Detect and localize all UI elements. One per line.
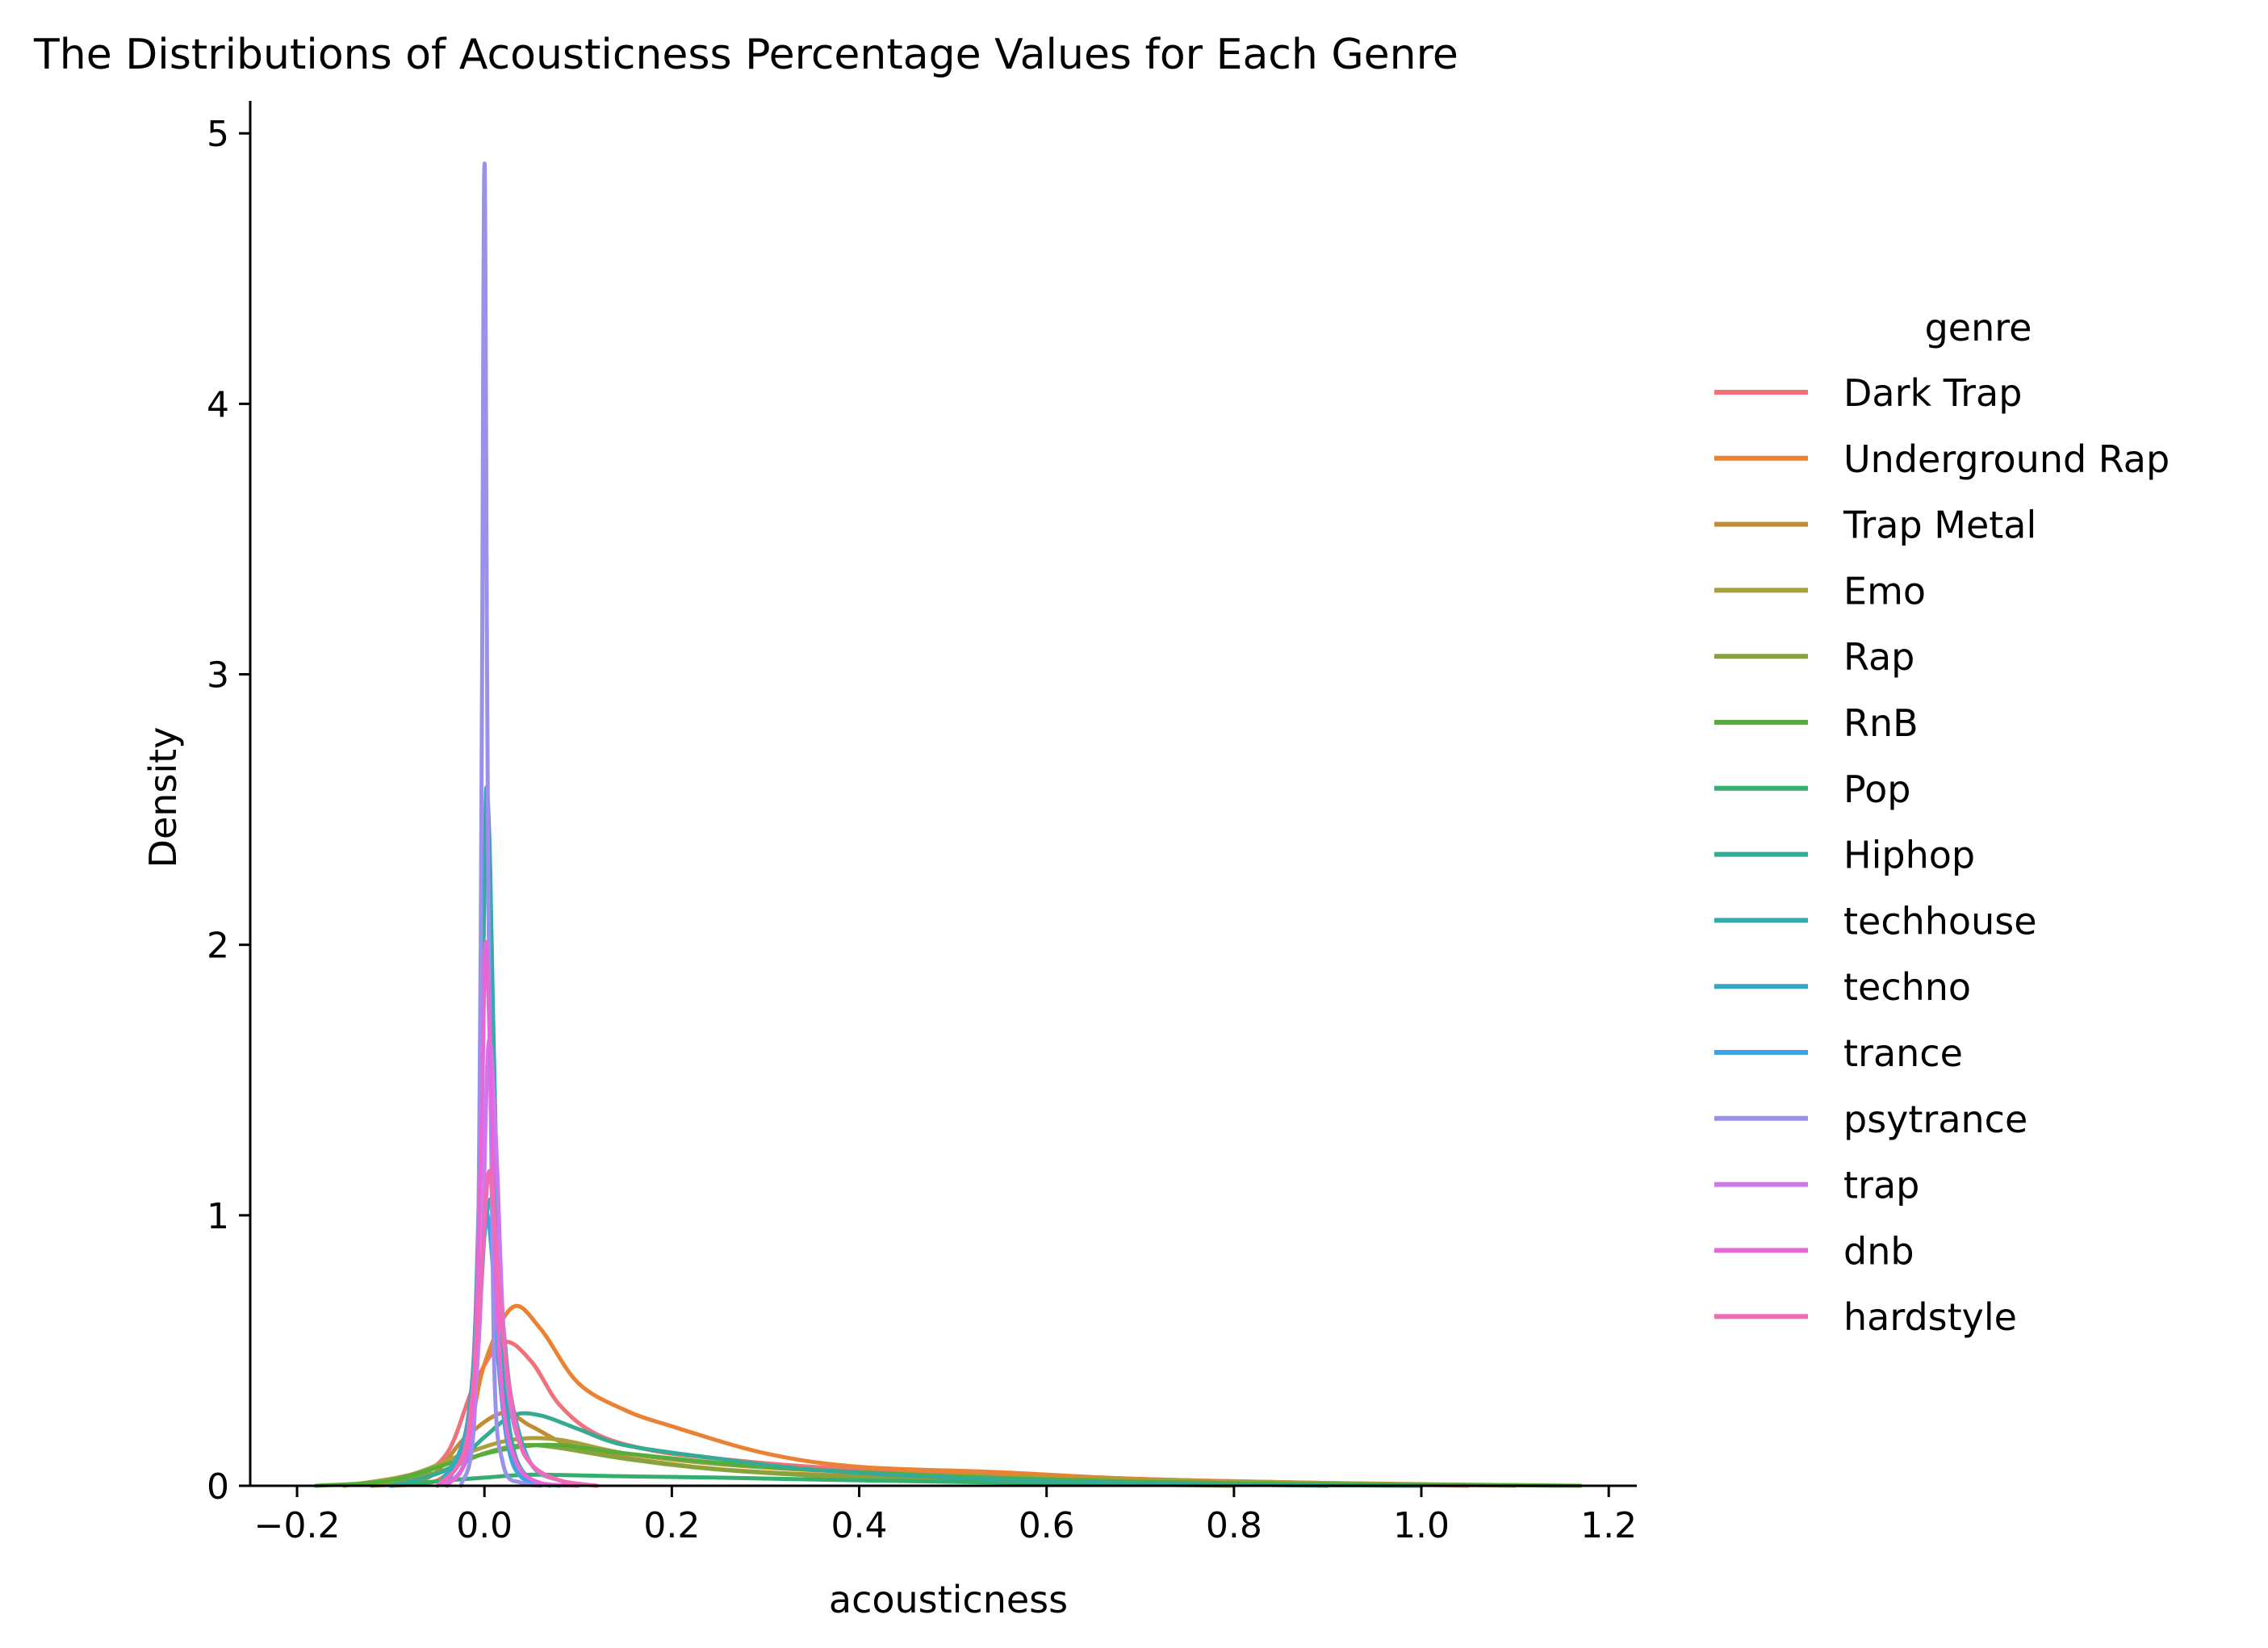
legend-label-hardstyle: hardstyle xyxy=(1843,1295,2017,1339)
legend-label-dnb: dnb xyxy=(1843,1229,1914,1273)
plot-area xyxy=(313,161,1583,1488)
x-tick-label: 0.4 xyxy=(831,1505,888,1546)
series-line-psytrance xyxy=(458,161,543,1488)
x-tick-label: 0.8 xyxy=(1206,1505,1262,1546)
legend-label-underground-rap: Underground Rap xyxy=(1843,437,2170,481)
legend-label-hiphop: Hiphop xyxy=(1843,834,1975,877)
legend-title: genre xyxy=(1925,306,2032,349)
x-tick-label: 0.6 xyxy=(1019,1505,1075,1546)
y-tick-label: 1 xyxy=(207,1196,229,1237)
legend-label-psytrance: psytrance xyxy=(1843,1098,2027,1141)
x-tick-label: 1.0 xyxy=(1393,1505,1450,1546)
legend-label-techhouse: techhouse xyxy=(1843,899,2037,943)
y-tick-label: 3 xyxy=(207,655,229,696)
legend-label-emo: Emo xyxy=(1843,569,1926,613)
y-tick-label: 5 xyxy=(207,114,229,155)
chart-title: The Distributions of Acousticness Percen… xyxy=(33,31,1458,79)
y-axis-label: Density xyxy=(141,727,185,868)
legend-label-rap: Rap xyxy=(1843,635,1914,679)
x-tick-label: 0.0 xyxy=(456,1505,513,1546)
legend-label-trap-metal: Trap Metal xyxy=(1843,504,2036,547)
series-line-underground-rap xyxy=(388,1303,1517,1488)
y-axis-ticks: 0 1 2 3 4 5 xyxy=(207,114,250,1508)
legend-label-trap: trap xyxy=(1843,1164,1919,1207)
x-axis-label: acousticness xyxy=(829,1578,1068,1621)
legend-label-rnb: RnB xyxy=(1843,701,1919,745)
legend-label-trance: trance xyxy=(1843,1031,1963,1075)
x-tick-label: −0.2 xyxy=(254,1505,341,1546)
legend-label-techno: techno xyxy=(1843,965,1971,1009)
x-axis-ticks: −0.2 0.0 0.2 0.4 0.6 0.8 1.0 1.2 xyxy=(254,1486,1637,1546)
x-tick-label: 1.2 xyxy=(1580,1505,1637,1546)
legend: genre Dark Trap Underground Rap Trap Metal… xyxy=(1714,306,2170,1339)
x-tick-label: 0.2 xyxy=(643,1505,700,1546)
series-line-hardstyle xyxy=(435,1169,599,1488)
y-tick-label: 2 xyxy=(207,926,229,967)
series-line-hiphop xyxy=(388,1411,1330,1488)
y-tick-label: 4 xyxy=(207,384,229,425)
legend-label-pop: Pop xyxy=(1843,768,1910,811)
y-tick-label: 0 xyxy=(207,1466,229,1508)
legend-label-dark-trap: Dark Trap xyxy=(1843,371,2022,415)
